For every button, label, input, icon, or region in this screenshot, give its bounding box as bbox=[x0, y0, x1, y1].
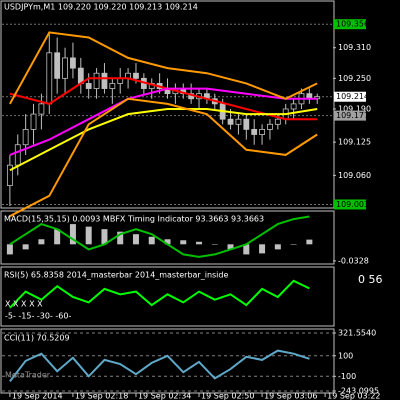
x-tick-label: 19 Sep 02:50 bbox=[201, 392, 254, 400]
frame bbox=[0, 0, 335, 394]
candle-body bbox=[133, 72, 139, 79]
x-tick-label: 19 Sep 02:34 bbox=[138, 392, 191, 400]
macd-bar bbox=[117, 231, 124, 245]
panel-title: RSI(5) 65.8358 2014_masterbar 2014_maste… bbox=[4, 271, 228, 280]
y-tick-label: -100 bbox=[338, 372, 356, 381]
macd-bar bbox=[164, 239, 171, 245]
macd-bar bbox=[69, 224, 76, 245]
y-tick-label: 109.310 bbox=[338, 43, 371, 52]
corner-text: 0 56 bbox=[358, 273, 383, 286]
x-tick-label: 19 Sep 03:22 bbox=[327, 392, 380, 400]
candle-body bbox=[243, 118, 250, 130]
candle-body bbox=[109, 83, 116, 89]
candle-body bbox=[314, 96, 321, 100]
y-tick-label: 109.125 bbox=[338, 138, 371, 147]
candle-body bbox=[259, 129, 265, 135]
macd-bar bbox=[274, 244, 281, 250]
price-box bbox=[334, 199, 366, 210]
macd-bar bbox=[290, 244, 297, 245]
annotation: X X X X X bbox=[5, 300, 43, 309]
macd-bar bbox=[211, 244, 218, 245]
macd-bar bbox=[196, 241, 203, 245]
candle-body bbox=[227, 118, 234, 125]
macd-bar bbox=[180, 240, 187, 245]
price-box bbox=[334, 110, 366, 121]
macd-bar bbox=[227, 244, 234, 250]
panel-title: USDJPYm,M1 109.220 109.220 109.213 109.2… bbox=[4, 3, 198, 12]
candle-body bbox=[85, 83, 92, 89]
y-tick-label: 109.250 bbox=[338, 74, 371, 83]
watermark: MetaTrader bbox=[5, 371, 51, 380]
candle-body bbox=[54, 52, 61, 79]
candle-body bbox=[101, 72, 108, 89]
macd-bar bbox=[38, 239, 45, 245]
x-tick-label: 19 Sep 03:06 bbox=[264, 392, 317, 400]
price-box-label: 109.214 bbox=[336, 92, 369, 101]
candle-body bbox=[14, 144, 21, 166]
candle-body bbox=[22, 129, 29, 146]
candle-body bbox=[267, 123, 273, 130]
candle-body bbox=[93, 72, 100, 89]
x-tick-label: 19 Sep 2014 bbox=[12, 392, 63, 400]
macd-bar bbox=[101, 229, 108, 245]
candle-body bbox=[46, 52, 53, 105]
series-line bbox=[9, 108, 318, 172]
series-line bbox=[9, 215, 310, 258]
price-box-label: 109.003 bbox=[336, 200, 369, 209]
y-tick-label: 100 bbox=[338, 351, 353, 360]
macd-bar bbox=[148, 236, 155, 245]
macd-bar bbox=[85, 226, 92, 245]
macd-bar bbox=[243, 244, 250, 255]
panel-title: MACD(15,35,15) 0.0093 MBFX Timing Indica… bbox=[4, 215, 264, 224]
y-tick-label: 109.190 bbox=[338, 104, 371, 113]
candle-body bbox=[70, 57, 76, 69]
y-tick-label: 321.5540 bbox=[338, 329, 376, 338]
macd-bar bbox=[22, 244, 29, 250]
candle-body bbox=[38, 103, 45, 115]
candle-body bbox=[274, 118, 281, 125]
macd-bar bbox=[306, 239, 313, 245]
x-tick-label: 19 Sep 02:18 bbox=[75, 392, 128, 400]
series-line bbox=[9, 97, 318, 218]
macd-bar bbox=[132, 234, 139, 245]
macd-bar bbox=[54, 229, 61, 245]
series-line bbox=[9, 87, 318, 156]
y-tick-label: -243.0995 bbox=[338, 387, 379, 396]
panel-title: CCI(11) 70.5209 bbox=[4, 334, 70, 343]
price-box-label: 109.177 bbox=[336, 111, 369, 120]
price-box bbox=[334, 91, 366, 102]
series-line bbox=[9, 279, 310, 309]
candle-body bbox=[235, 118, 242, 125]
macd-bar bbox=[259, 244, 266, 254]
candle-body bbox=[6, 164, 13, 186]
price-box bbox=[334, 19, 366, 30]
candle-body bbox=[62, 57, 68, 79]
candle-body bbox=[290, 103, 297, 110]
candle-body bbox=[251, 129, 258, 135]
annotation: -5- -15- -30- -60- bbox=[5, 312, 71, 321]
series-line bbox=[9, 31, 318, 105]
candle-body bbox=[30, 113, 37, 130]
price-box-label: 109.356 bbox=[336, 20, 369, 29]
series-line bbox=[9, 349, 310, 383]
y-tick-label: -0.0328 bbox=[338, 256, 369, 265]
macd-bar bbox=[6, 244, 13, 255]
y-tick-label: 109.060 bbox=[338, 171, 371, 180]
